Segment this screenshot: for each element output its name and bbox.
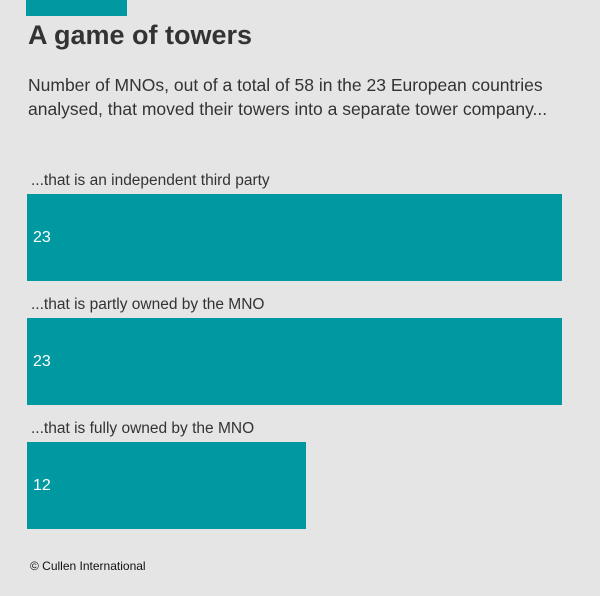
category-label: ...that is fully owned by the MNO	[31, 420, 255, 437]
source-credit: © Cullen International	[30, 559, 146, 573]
chart-title: A game of towers	[28, 20, 253, 50]
data-label: 12	[33, 476, 51, 494]
bar: 23	[27, 318, 562, 405]
chart-subtitle: Number of MNOs, out of a total of 58 in …	[28, 75, 548, 119]
accent-bar	[26, 0, 127, 16]
data-label: 23	[33, 228, 51, 246]
category-label: ...that is an independent third party	[31, 172, 270, 189]
data-label: 23	[33, 352, 51, 370]
bar: 23	[27, 194, 562, 281]
bar: 12	[27, 442, 307, 529]
category-label: ...that is partly owned by the MNO	[31, 296, 265, 313]
